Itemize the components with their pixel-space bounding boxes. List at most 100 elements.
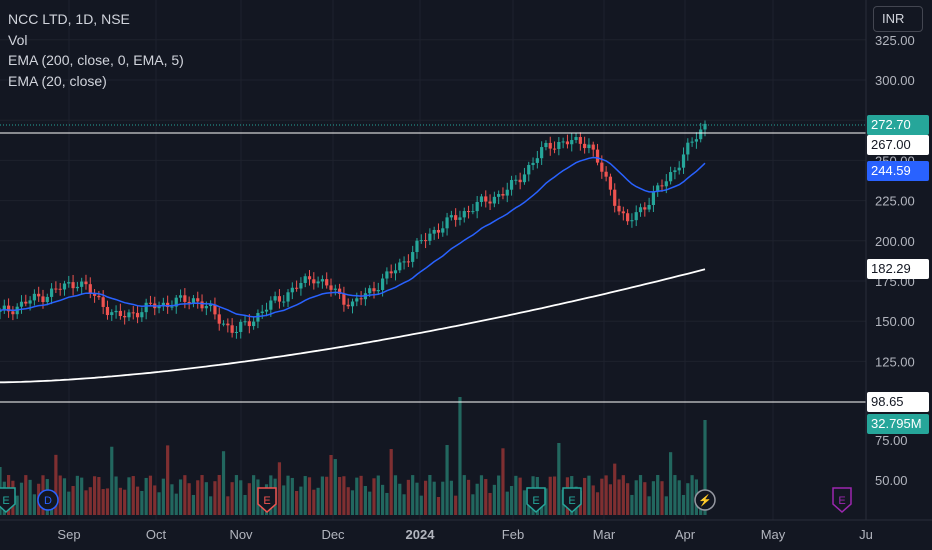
- candle-body: [144, 302, 148, 313]
- candle-body: [247, 321, 251, 327]
- price-tick-label: 150.00: [875, 314, 915, 329]
- news-event-marker[interactable]: ⚡: [694, 489, 716, 511]
- volume-bar: [669, 452, 673, 515]
- volume-bar: [135, 486, 140, 515]
- candle-body: [295, 287, 299, 289]
- candle-body: [368, 288, 372, 294]
- time-tick-label: Nov: [229, 527, 253, 542]
- candle-body: [458, 217, 462, 220]
- earnings-future-event-marker[interactable]: E: [832, 487, 852, 514]
- time-tick-label: 2024: [406, 527, 436, 542]
- candle-body: [540, 147, 544, 159]
- time-tick-label: Apr: [675, 527, 696, 542]
- candle-body: [617, 205, 621, 212]
- candle-body: [544, 142, 548, 148]
- candle-body: [432, 229, 436, 234]
- time-tick-label: Dec: [321, 527, 345, 542]
- candles: [0, 120, 707, 339]
- time-tick-label: May: [761, 527, 786, 542]
- volume-bar: [385, 492, 389, 515]
- candle-body: [565, 141, 570, 145]
- candle-body: [24, 301, 28, 304]
- volume-bar: [411, 475, 415, 515]
- earnings-marker-shape: [562, 487, 582, 514]
- candle-body: [54, 288, 58, 290]
- volume-bar: [282, 485, 286, 515]
- candle-body: [286, 292, 290, 302]
- volume-bar: [153, 485, 157, 515]
- candle-body: [651, 191, 656, 206]
- candle-body: [312, 279, 316, 284]
- candle-body: [342, 293, 346, 305]
- volume-bar: [479, 475, 484, 515]
- candle-body: [230, 325, 234, 333]
- volume-bar: [634, 480, 638, 515]
- price-tick-label: 325.00: [875, 33, 915, 48]
- volume-bar: [617, 479, 621, 515]
- candle-body: [681, 154, 686, 168]
- candle-body: [630, 220, 634, 222]
- candle-body: [561, 141, 565, 143]
- candle-body: [161, 302, 165, 306]
- candle-body: [518, 179, 522, 183]
- candle-body: [406, 261, 410, 263]
- volume-bar: [243, 494, 247, 515]
- candle-body: [372, 288, 376, 292]
- volume-bar: [131, 476, 135, 515]
- volume-bar: [544, 488, 548, 515]
- volume-bar: [677, 480, 681, 515]
- candle-body: [509, 180, 514, 190]
- volume-tag: 32.795M: [867, 414, 929, 434]
- candle-body: [522, 174, 527, 183]
- candle-body: [557, 141, 561, 149]
- candle-body: [531, 162, 535, 166]
- event-markers[interactable]: E D E E E ⚡ E: [0, 487, 852, 514]
- legend-symbol[interactable]: NCC LTD, 1D, NSE: [8, 11, 130, 27]
- candle-body: [578, 137, 582, 144]
- candle-body: [591, 144, 595, 150]
- candle-body: [290, 287, 294, 293]
- volume-bar: [19, 482, 24, 515]
- earnings-event-marker[interactable]: E: [257, 487, 277, 514]
- price-tick-label: 200.00: [875, 234, 915, 249]
- price-axis[interactable]: 325.00300.00275.00250.00225.00200.00175.…: [875, 33, 915, 370]
- volume-bar: [423, 480, 428, 515]
- candle-body: [110, 312, 114, 316]
- volume-bar: [316, 487, 320, 515]
- earnings-event-marker[interactable]: E: [562, 487, 582, 514]
- candle-body: [140, 312, 144, 318]
- volume-bar: [350, 490, 355, 515]
- candle-body: [97, 295, 101, 298]
- legend-ema20[interactable]: EMA (20, close): [8, 72, 107, 89]
- legend-ema200[interactable]: EMA (200, close, 0, EMA, 5): [8, 52, 184, 68]
- volume-bar: [368, 491, 372, 515]
- legend-vol[interactable]: Vol: [8, 31, 28, 48]
- earnings-event-marker[interactable]: E: [0, 487, 16, 514]
- volume-bar: [690, 475, 694, 515]
- earnings-event-marker[interactable]: E: [526, 487, 546, 514]
- volume-bar: [333, 459, 337, 515]
- dividend-event-marker[interactable]: D: [37, 489, 59, 511]
- volume-bar: [419, 495, 423, 515]
- volume-bar: [497, 475, 501, 515]
- candle-body: [118, 310, 122, 316]
- candle-body: [505, 189, 509, 196]
- candle-body: [67, 282, 71, 284]
- volume-bar: [226, 496, 230, 515]
- volume-bar: [320, 476, 325, 515]
- currency-button[interactable]: INR: [873, 6, 923, 32]
- ema200-line: [0, 268, 706, 384]
- volume-bar: [505, 491, 509, 515]
- candle-body: [548, 142, 552, 149]
- time-axis[interactable]: Sep Oct Nov Dec 2024 Feb Mar Apr May Ju: [57, 527, 872, 542]
- volume-bar: [329, 455, 333, 515]
- news-marker-shape: [694, 489, 716, 511]
- candle-body: [338, 288, 342, 294]
- volume-bar: [363, 486, 367, 515]
- candle-body: [669, 172, 673, 182]
- volume-bar: [312, 489, 316, 515]
- volume-bar: [372, 478, 376, 515]
- candle-body: [621, 211, 625, 214]
- candle-body: [415, 240, 419, 253]
